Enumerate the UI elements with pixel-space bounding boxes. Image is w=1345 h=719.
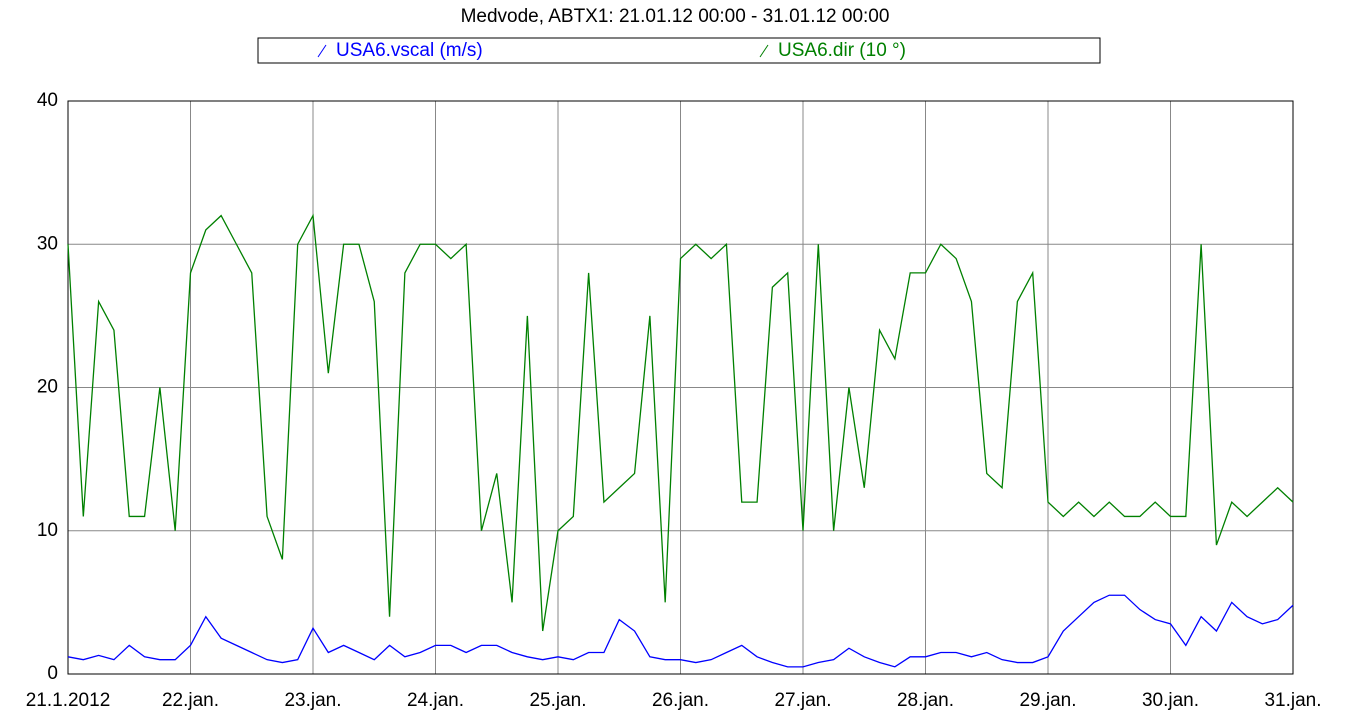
x-tick-label: 31.jan.	[1264, 690, 1321, 711]
y-tick-label: 30	[37, 233, 58, 254]
x-tick-label: 23.jan.	[284, 690, 341, 711]
y-tick-label: 10	[37, 520, 58, 541]
x-tick-label: 21.1.2012	[26, 690, 111, 711]
legend-icon	[317, 44, 327, 58]
line-series	[67, 213, 1294, 632]
x-tick-label: 30.jan.	[1142, 690, 1199, 711]
line-series	[67, 594, 1294, 668]
plot-frame	[67, 100, 1294, 675]
x-tick-label: 24.jan.	[407, 690, 464, 711]
x-tick-label: 29.jan.	[1019, 690, 1076, 711]
x-tick-label: 22.jan.	[162, 690, 219, 711]
x-tick-label: 25.jan.	[529, 690, 586, 711]
legend-label: USA6.vscal (m/s)	[336, 40, 483, 61]
x-tick-label: 28.jan.	[897, 690, 954, 711]
legend-box	[257, 37, 1101, 64]
y-tick-label: 20	[37, 377, 58, 398]
chart-title: Medvode, ABTX1: 21.01.12 00:00 - 31.01.1…	[461, 6, 890, 27]
x-tick-label: 26.jan.	[652, 690, 709, 711]
y-tick-label: 0	[47, 663, 58, 684]
y-tick-label: 40	[37, 90, 58, 111]
x-tick-label: 27.jan.	[774, 690, 831, 711]
legend-icon	[759, 44, 769, 58]
legend-label: USA6.dir (10 °)	[778, 40, 906, 61]
